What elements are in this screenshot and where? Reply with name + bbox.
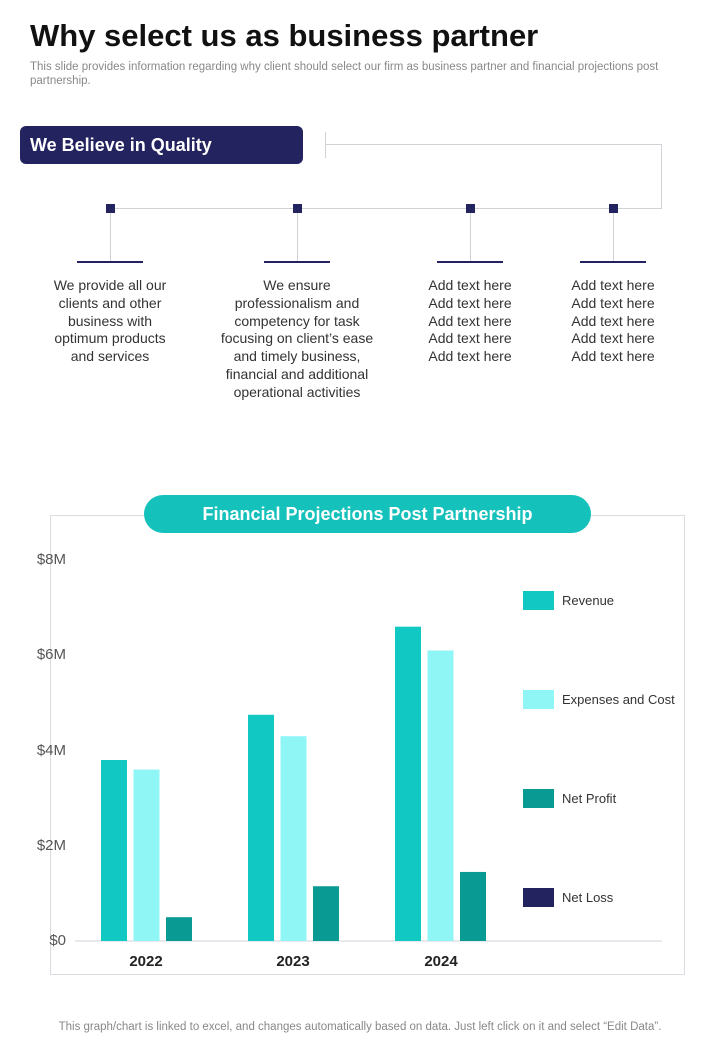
quality-point-3-line: Add text here <box>428 277 512 293</box>
timeline-node-4 <box>608 204 618 213</box>
quality-point-1: We provide all our clients and other busin… <box>35 277 185 366</box>
quality-point-3-line: Add text here <box>428 330 512 347</box>
quality-heading-badge: We Believe in Quality <box>20 126 303 164</box>
bar-expenses-and-cost-2022 <box>133 769 160 941</box>
quality-point-2-line: professionalism and <box>234 294 360 311</box>
legend-swatch-expenses-and-cost <box>523 690 554 709</box>
x-tick-label: 2022 <box>129 953 163 970</box>
quality-point-2-line: financial and additional <box>225 365 369 382</box>
quality-point-3: Add text here Add text here Add text here A… <box>410 277 530 366</box>
quality-point-2-line: operational activities <box>233 383 361 400</box>
legend-label: Net Loss <box>562 890 614 905</box>
connector-left-tick <box>325 132 326 158</box>
y-tick-label: $4M <box>36 741 66 759</box>
bar-net-profit-2022 <box>166 917 192 941</box>
quality-point-2-line: and timely business, <box>233 348 361 365</box>
bar-chart <box>75 626 662 942</box>
bar-expenses-and-cost-2023 <box>280 736 307 941</box>
legend-label: Expenses and Cost <box>562 692 675 707</box>
legend-label: Revenue <box>562 593 615 608</box>
y-tick-label: $0 <box>49 932 66 949</box>
y-tick-label: $6M <box>36 646 66 664</box>
quality-point-3-line: Add text here <box>428 312 512 329</box>
quality-point-1-line: and services <box>70 348 150 365</box>
timeline-drop-line-4 <box>613 213 614 262</box>
timeline-node-2 <box>292 204 302 213</box>
connector-timeline <box>110 208 662 209</box>
quality-point-2-line: focusing on client’s ease <box>220 330 374 347</box>
quality-point-2-line: competency for task <box>234 312 360 329</box>
bar-expenses-and-cost-2024 <box>427 650 454 941</box>
quality-point-2-line: We ensure <box>263 277 331 293</box>
bar-net-profit-2024 <box>460 871 486 941</box>
connector-right-line <box>661 144 662 209</box>
legend-swatch-net-profit <box>523 789 554 808</box>
timeline-drop-line-1 <box>110 213 111 262</box>
timeline-underline-2 <box>264 261 330 263</box>
bar-revenue-2023 <box>248 714 274 941</box>
connector-top-line <box>325 144 661 145</box>
quality-point-1-line: clients and other <box>58 294 162 311</box>
quality-point-3-line: Add text here <box>428 294 512 311</box>
bar-revenue-2022 <box>101 760 127 941</box>
timeline-underline-4 <box>580 261 646 263</box>
legend-swatch-net-loss <box>523 888 554 907</box>
footer-note: This graph/chart is linked to excel, and… <box>58 1021 662 1033</box>
y-tick-label: $2M <box>36 836 66 854</box>
timeline-node-1 <box>105 204 115 213</box>
timeline-underline-3 <box>437 261 503 263</box>
bar-net-profit-2023 <box>313 886 339 941</box>
timeline-underline-1 <box>77 261 143 263</box>
quality-point-1-line: optimum products <box>54 330 166 347</box>
x-tick-label: 2023 <box>276 953 310 970</box>
quality-point-4: Add text here Add text here Add text here A… <box>553 277 673 366</box>
timeline-drop-line-2 <box>297 213 298 262</box>
quality-point-4-line: Add text here <box>571 312 655 329</box>
x-tick-label: 2024 <box>424 953 458 970</box>
page-subtitle: This slide provides information regardin… <box>30 61 659 87</box>
legend-swatch-revenue <box>523 591 554 610</box>
quality-point-3-line: Add text here <box>428 348 512 365</box>
chart-title: Financial Projections Post Partnership <box>144 495 591 533</box>
quality-point-1-line: business with <box>67 312 153 329</box>
y-tick-label: $8M <box>36 551 66 568</box>
page-title: Why select us as business partner <box>30 18 539 53</box>
legend-label: Net Profit <box>562 791 617 806</box>
quality-point-4-line: Add text here <box>571 330 655 347</box>
quality-point-2: We ensure professionalism and competency f… <box>212 277 382 402</box>
quality-point-4-line: Add text here <box>571 294 655 311</box>
timeline-drop-line-3 <box>470 213 471 262</box>
quality-point-1-line: We provide all our <box>53 277 167 293</box>
timeline-node-3 <box>465 204 475 213</box>
bar-revenue-2024 <box>395 626 421 941</box>
quality-point-4-line: Add text here <box>571 348 655 365</box>
quality-point-4-line: Add text here <box>571 277 655 293</box>
